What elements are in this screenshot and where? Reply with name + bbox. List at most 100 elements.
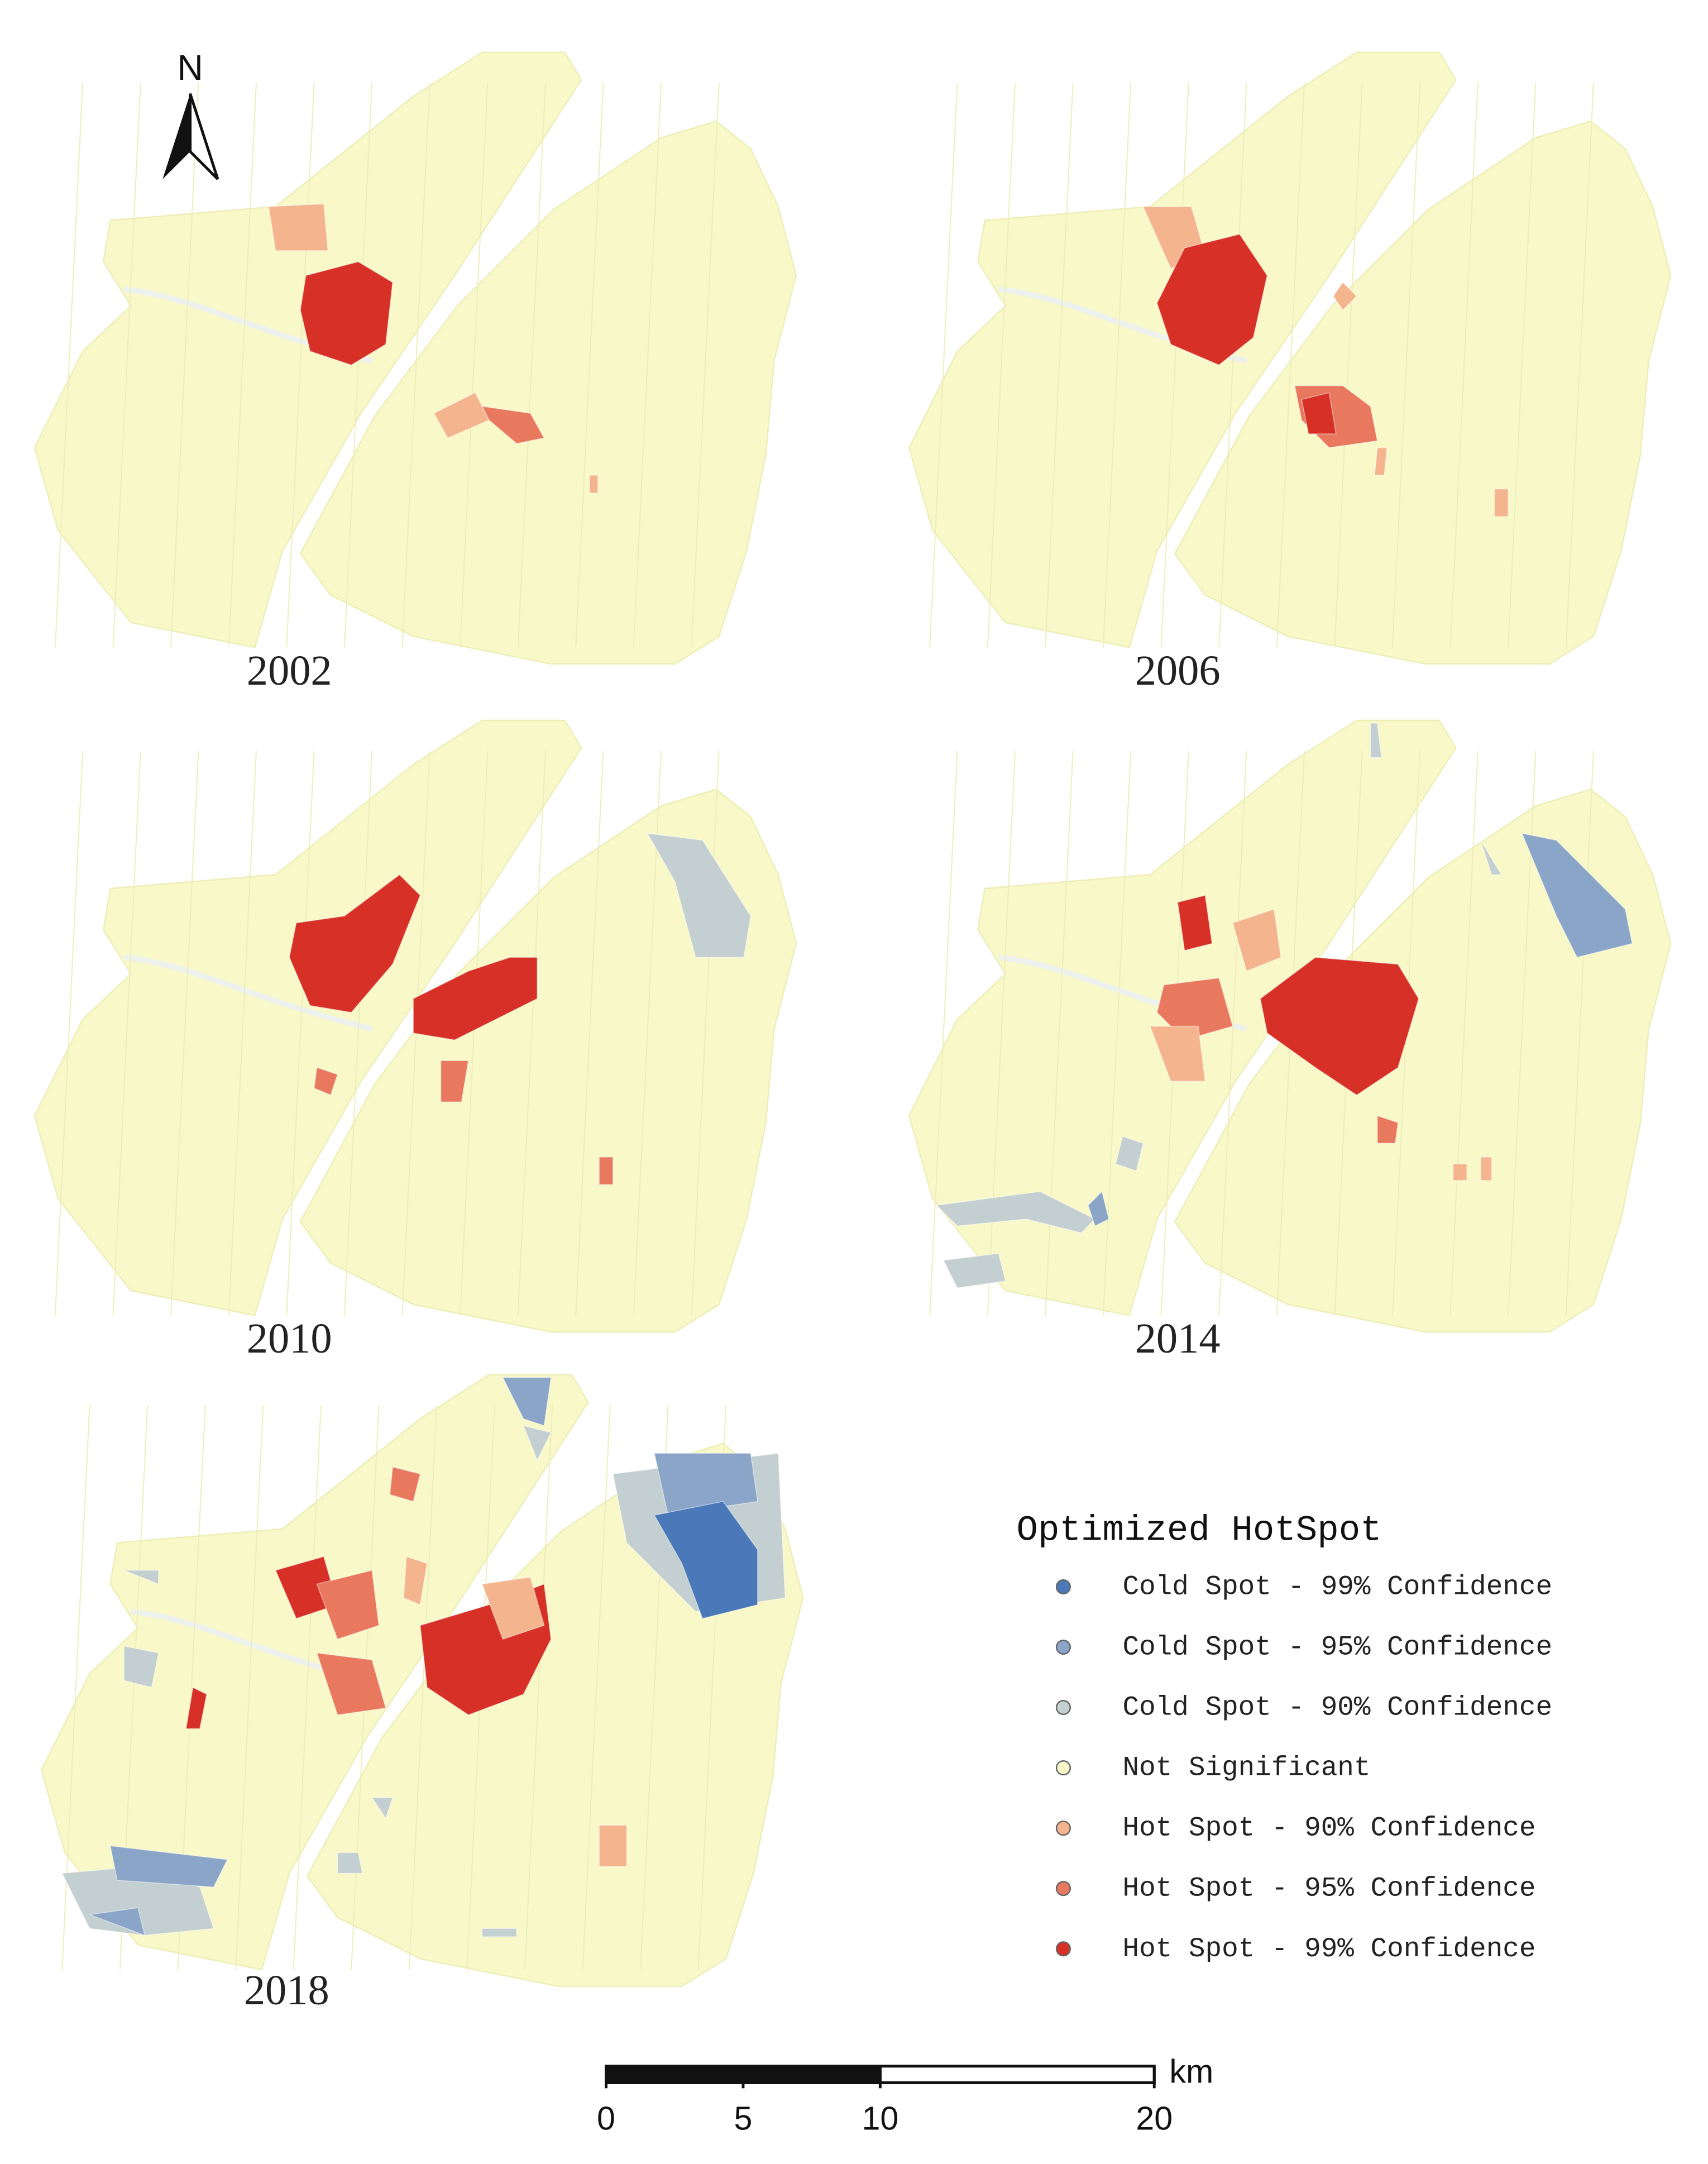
spot-area [481, 1928, 517, 1937]
spot-area [300, 261, 393, 366]
north-arrow: N [162, 47, 219, 180]
scale-bar-segment [878, 2065, 1156, 2084]
land-hankou-hanyang [40, 1374, 589, 1971]
arrow-right [189, 93, 219, 180]
street [54, 82, 84, 648]
year-label: 2010 [247, 1315, 332, 1362]
street [235, 1405, 264, 1970]
scale-bar: 0 5 10 20 km [597, 2052, 1213, 2137]
spot-area [1377, 1115, 1399, 1144]
spot-area [1260, 957, 1419, 1096]
legend-label: Hot Spot - 99% Confidence [1122, 1933, 1535, 1965]
street [401, 82, 430, 648]
street [170, 751, 199, 1316]
street [293, 1405, 322, 1970]
year-label: 2014 [1135, 1315, 1221, 1362]
spot-area [647, 833, 752, 958]
street [1045, 82, 1074, 648]
map-panels: 2002 2006 2010 2014 2018 [34, 51, 1672, 2014]
han-river [123, 954, 373, 1032]
street [1508, 82, 1537, 648]
street [1391, 82, 1421, 648]
legend-label: Cold Spot - 99% Confidence [1122, 1571, 1552, 1603]
street [633, 82, 662, 648]
spot-area [481, 405, 545, 445]
spot-area [942, 1253, 1006, 1289]
street [1218, 751, 1247, 1316]
spot-area [1494, 488, 1509, 517]
map-panel [40, 1374, 804, 1988]
scale-unit: km [1169, 2052, 1213, 2090]
spot-area [481, 1577, 545, 1640]
legend-label: Hot Spot - 95% Confidence [1122, 1873, 1535, 1904]
spot-area [413, 957, 538, 1041]
land-hankou-hanyang [34, 719, 582, 1317]
spot-area [1370, 723, 1382, 758]
scale-bar-segment [605, 2065, 745, 2084]
spot-area [316, 1569, 380, 1640]
street [112, 82, 141, 648]
land-hankou-hanyang [34, 51, 582, 648]
spot-area [653, 1453, 758, 1516]
land-wuchang [1174, 788, 1672, 1333]
spot-area [1301, 392, 1337, 434]
spot-area [389, 1466, 421, 1502]
spot-area [316, 1652, 386, 1716]
spot-area [123, 1645, 159, 1688]
legend-swatch [1055, 1941, 1071, 1957]
street [987, 82, 1016, 648]
scale-label: 10 [862, 2099, 898, 2137]
spot-area [185, 1687, 208, 1730]
street [1334, 82, 1363, 648]
scale-label: 20 [1136, 2099, 1173, 2137]
spot-area [1374, 447, 1388, 476]
year-label: 2018 [244, 1966, 329, 2014]
spot-area [935, 1191, 1096, 1234]
street [575, 751, 604, 1316]
scale-label: 5 [734, 2099, 752, 2137]
scale-label: 0 [597, 2099, 615, 2137]
land-wuchang [1174, 120, 1672, 665]
street [54, 751, 84, 1316]
legend-label: Not Significant [1122, 1752, 1370, 1784]
spot-area [523, 1425, 552, 1461]
spot-area [1087, 1191, 1109, 1227]
spot-area [502, 1377, 552, 1426]
legend-swatch [1055, 1821, 1071, 1836]
legend: Optimized HotSpot Cold Spot - 99% Confid… [1017, 1511, 1553, 1965]
spot-area [123, 1570, 159, 1585]
spot-area [289, 874, 421, 1013]
spot-area [403, 1556, 428, 1606]
spot-area [1332, 281, 1357, 311]
spot-area [1177, 895, 1213, 951]
map-panel [34, 719, 797, 1333]
map-panel [908, 719, 1672, 1333]
land-wuchang [299, 120, 797, 665]
street [112, 751, 141, 1316]
street [460, 751, 489, 1316]
street [575, 82, 604, 648]
spot-area [1480, 840, 1503, 876]
legend-swatch [1055, 1760, 1071, 1776]
spot-area [1115, 1135, 1144, 1172]
spot-area [599, 1157, 614, 1186]
legend-title: Optimized HotSpot [1017, 1511, 1382, 1551]
spot-area [1452, 1163, 1467, 1181]
spot-area [440, 1060, 469, 1103]
spot-area [1156, 977, 1233, 1041]
spot-area [1480, 1157, 1492, 1181]
map-panel [908, 51, 1672, 665]
legend-swatch [1055, 1881, 1071, 1897]
legend-label: Hot Spot - 90% Confidence [1122, 1813, 1535, 1844]
street [228, 82, 257, 648]
spot-area [1149, 1025, 1206, 1082]
street [228, 751, 257, 1316]
street [1102, 82, 1132, 648]
street [582, 1405, 611, 1970]
spot-area [313, 1067, 338, 1096]
map-panel [34, 51, 797, 665]
year-label: 2006 [1135, 647, 1221, 694]
year-label: 2002 [247, 647, 332, 694]
street [1449, 82, 1479, 648]
legend-label: Cold Spot - 95% Confidence [1122, 1632, 1552, 1663]
